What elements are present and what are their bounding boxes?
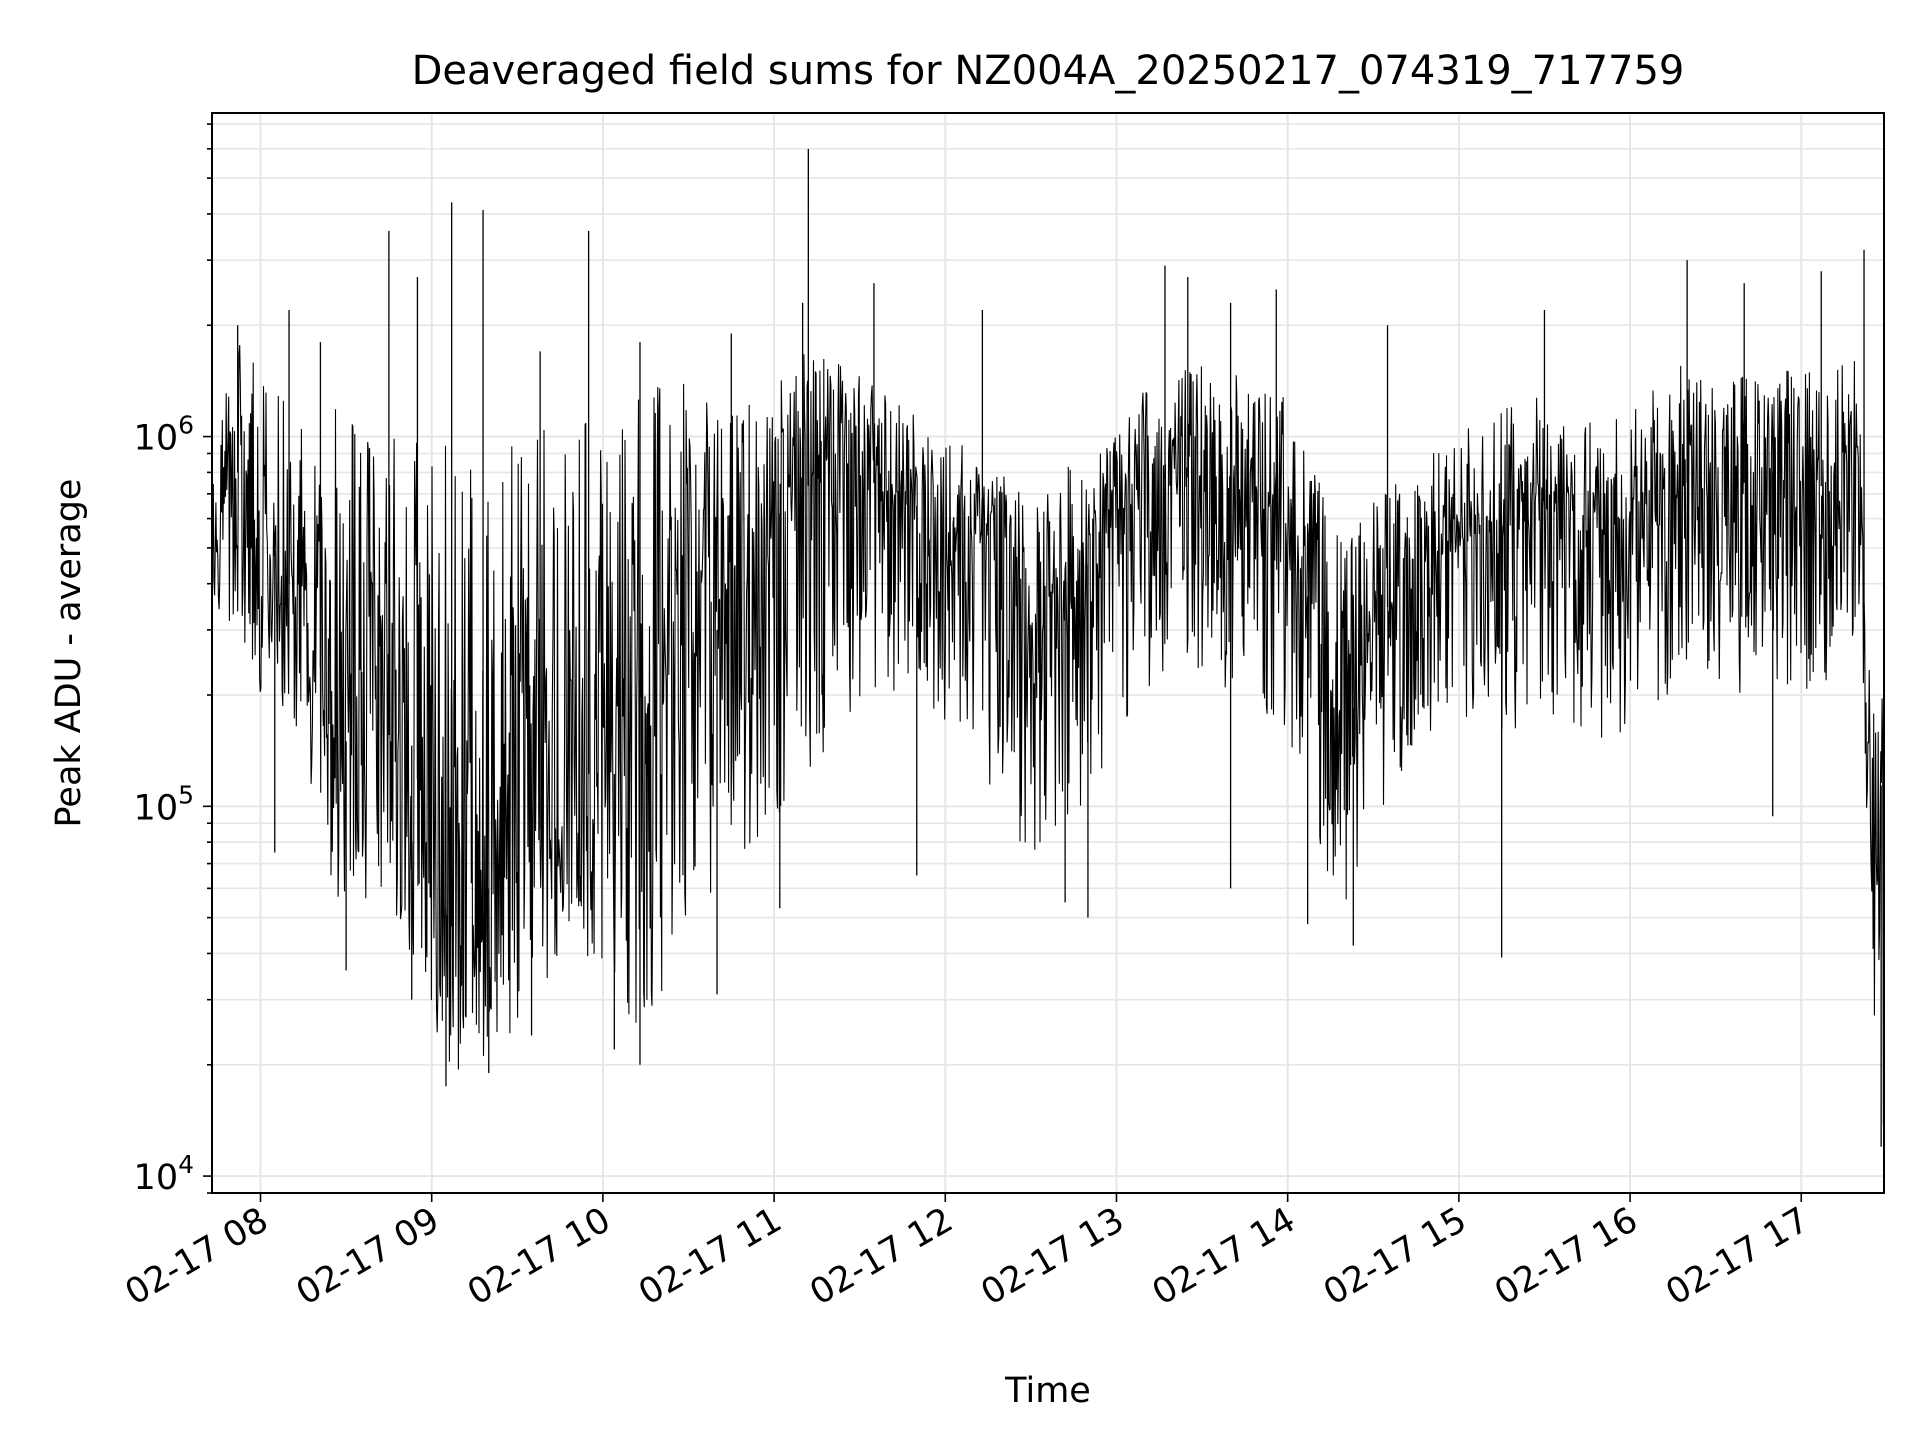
y-tick-label-exponent: 4 <box>178 1150 194 1179</box>
x-tick-label: 02-17 15 <box>1317 1200 1473 1313</box>
data-series-line <box>211 345 1885 1126</box>
y-axis-label: Peak ADU - average <box>49 479 89 828</box>
x-tick-label: 02-17 13 <box>975 1200 1131 1313</box>
y-tick-label-base: 10 <box>134 788 179 828</box>
y-tick-label-exponent: 5 <box>178 780 194 809</box>
x-tick-label: 02-17 17 <box>1659 1200 1815 1313</box>
y-tick-label: 104 <box>134 1150 194 1198</box>
plot-frame <box>211 112 1885 1194</box>
x-tick-label: 02-17 10 <box>461 1200 617 1313</box>
x-tick-label: 02-17 09 <box>290 1200 446 1313</box>
x-tick-label: 02-17 12 <box>803 1200 959 1313</box>
y-tick-label-base: 10 <box>134 1158 179 1198</box>
y-tick-label-base: 10 <box>134 419 179 459</box>
x-tick-label: 02-17 14 <box>1146 1200 1302 1313</box>
x-tick-label: 02-17 11 <box>632 1200 788 1313</box>
chart-title: Deaveraged field sums for NZ004A_2025021… <box>412 48 1685 94</box>
x-axis-label: Time <box>1004 1371 1091 1411</box>
y-tick-label-exponent: 6 <box>178 411 194 440</box>
x-tick-label: 02-17 08 <box>119 1200 275 1313</box>
y-tick-label: 106 <box>134 411 194 459</box>
x-tick-label: 02-17 16 <box>1488 1200 1644 1313</box>
y-tick-label: 105 <box>134 780 194 828</box>
data-layer <box>211 148 1885 1147</box>
